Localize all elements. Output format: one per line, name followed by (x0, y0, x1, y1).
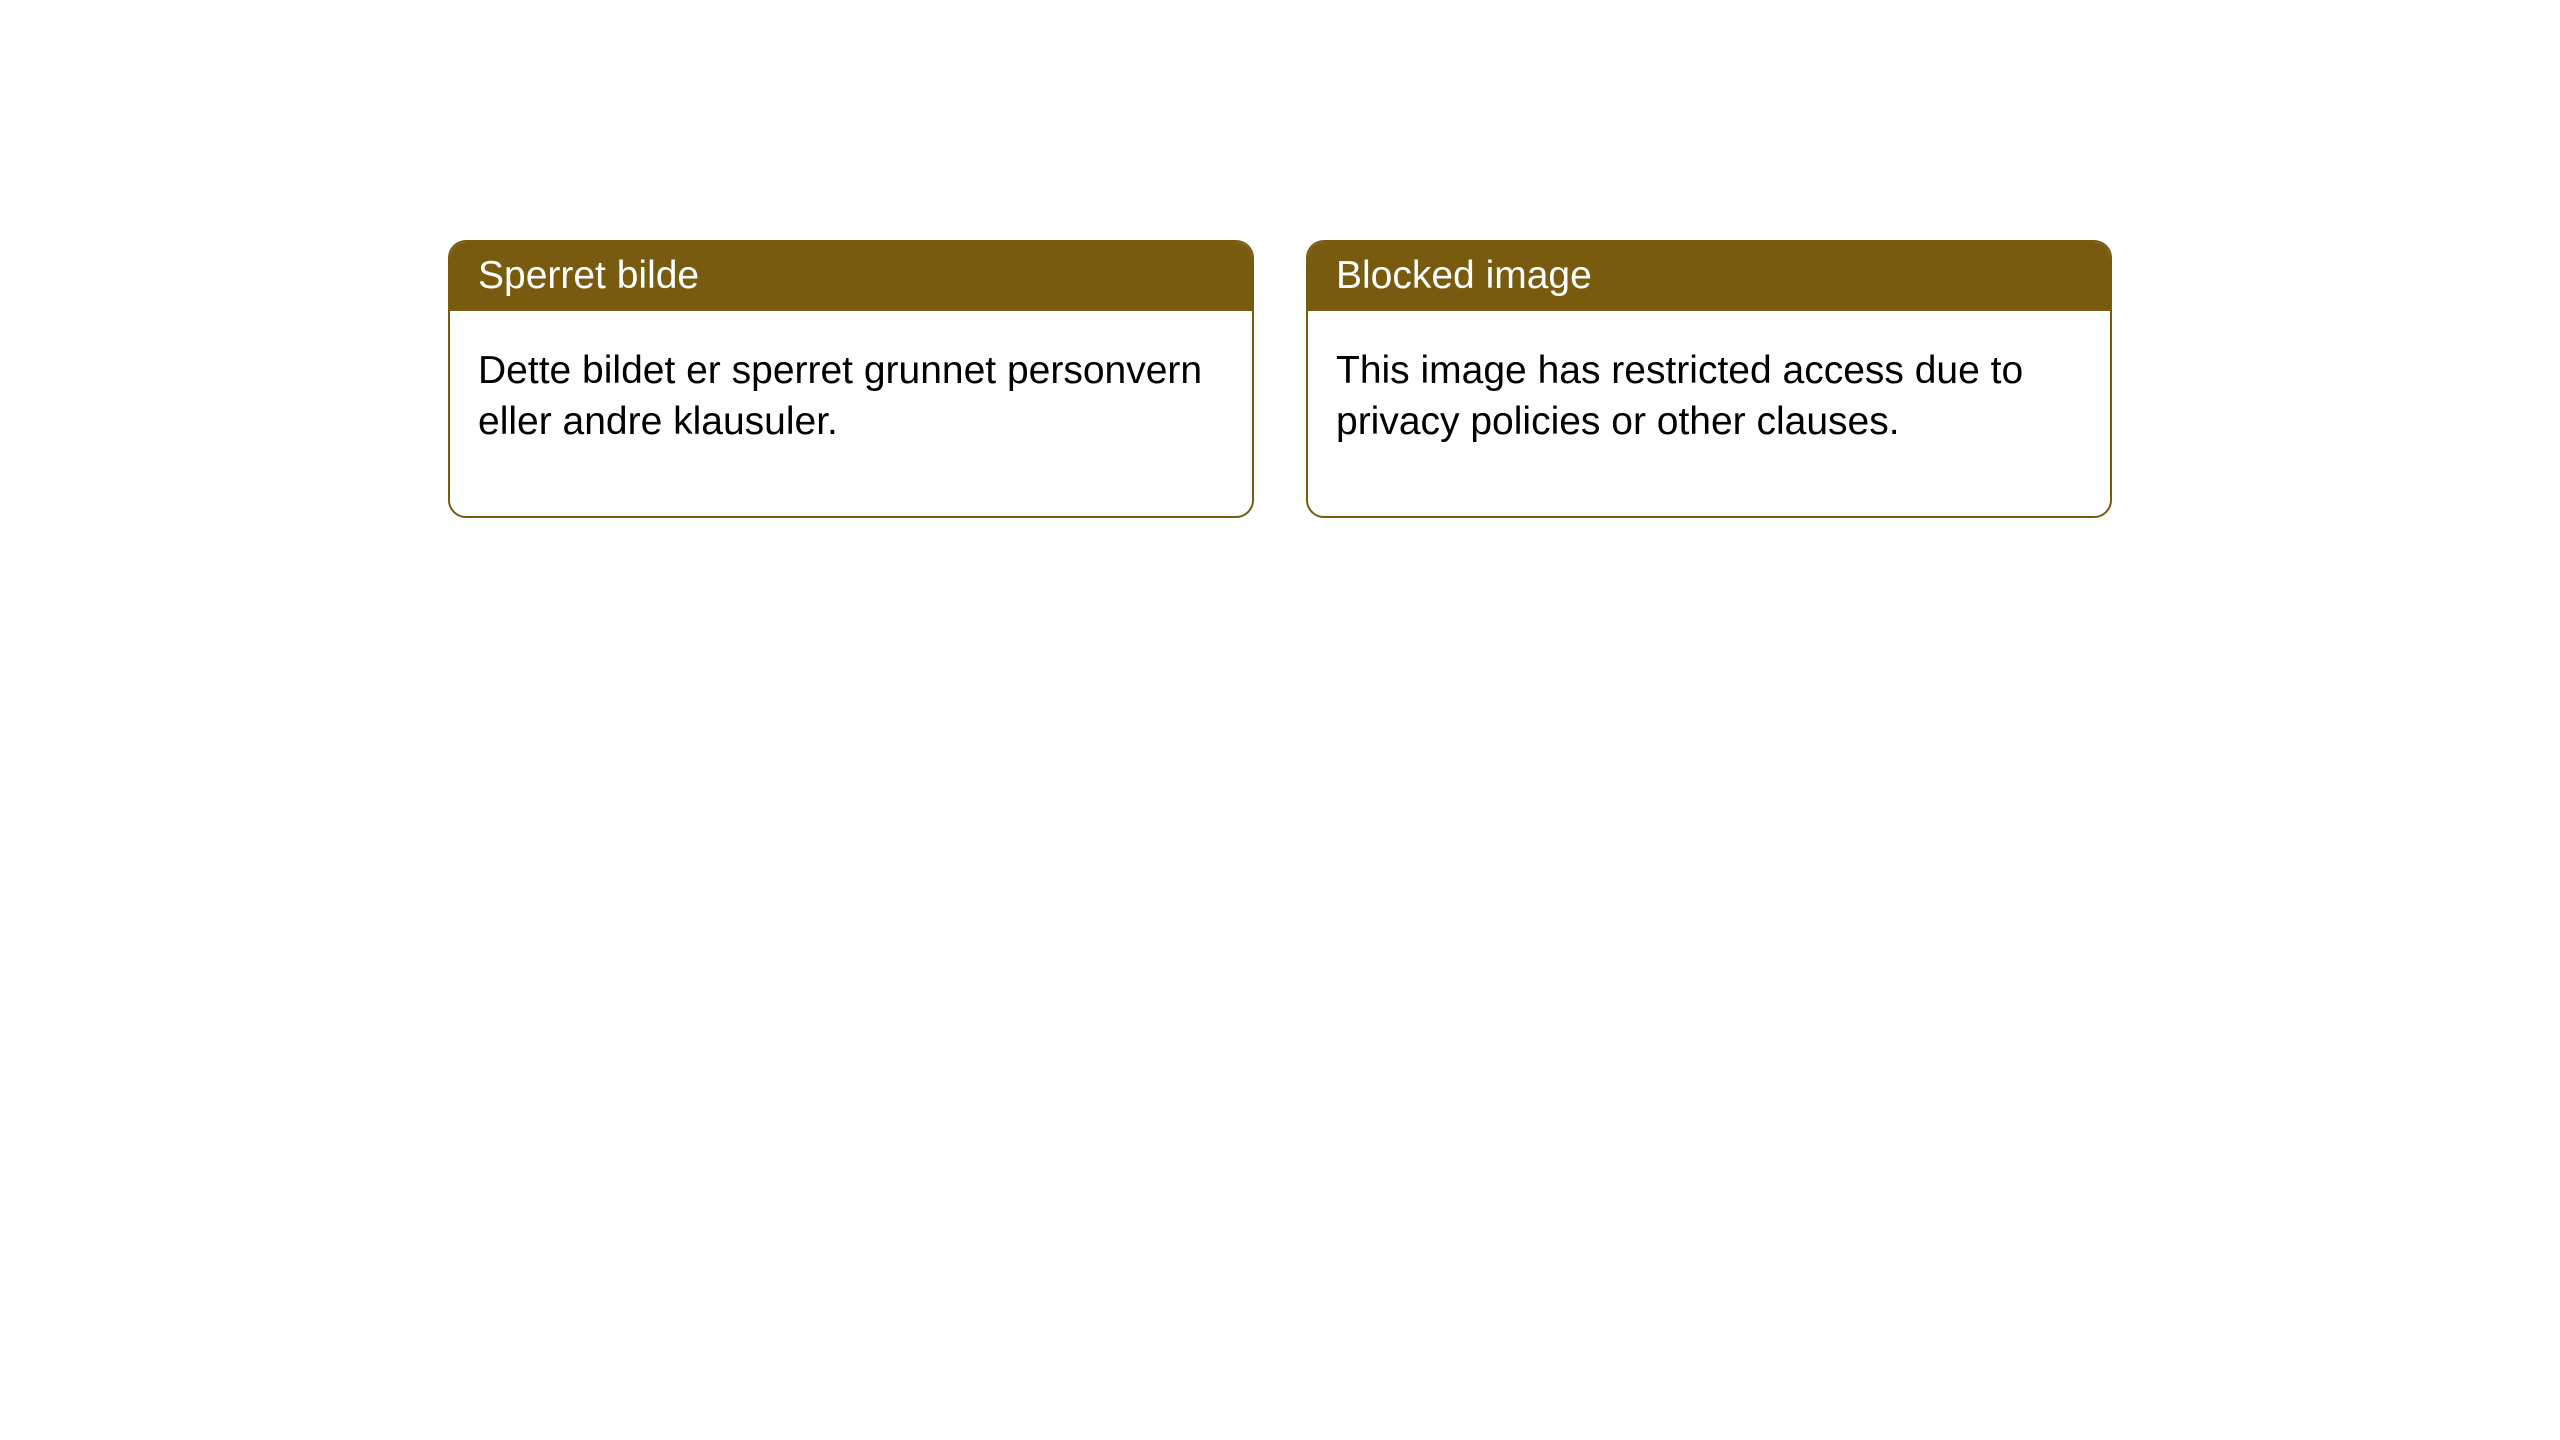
notice-title: Blocked image (1308, 242, 2110, 311)
notice-card-norwegian: Sperret bilde Dette bildet er sperret gr… (448, 240, 1254, 518)
notice-container: Sperret bilde Dette bildet er sperret gr… (448, 240, 2112, 518)
notice-title: Sperret bilde (450, 242, 1252, 311)
notice-body: Dette bildet er sperret grunnet personve… (450, 311, 1252, 516)
notice-body: This image has restricted access due to … (1308, 311, 2110, 516)
notice-card-english: Blocked image This image has restricted … (1306, 240, 2112, 518)
